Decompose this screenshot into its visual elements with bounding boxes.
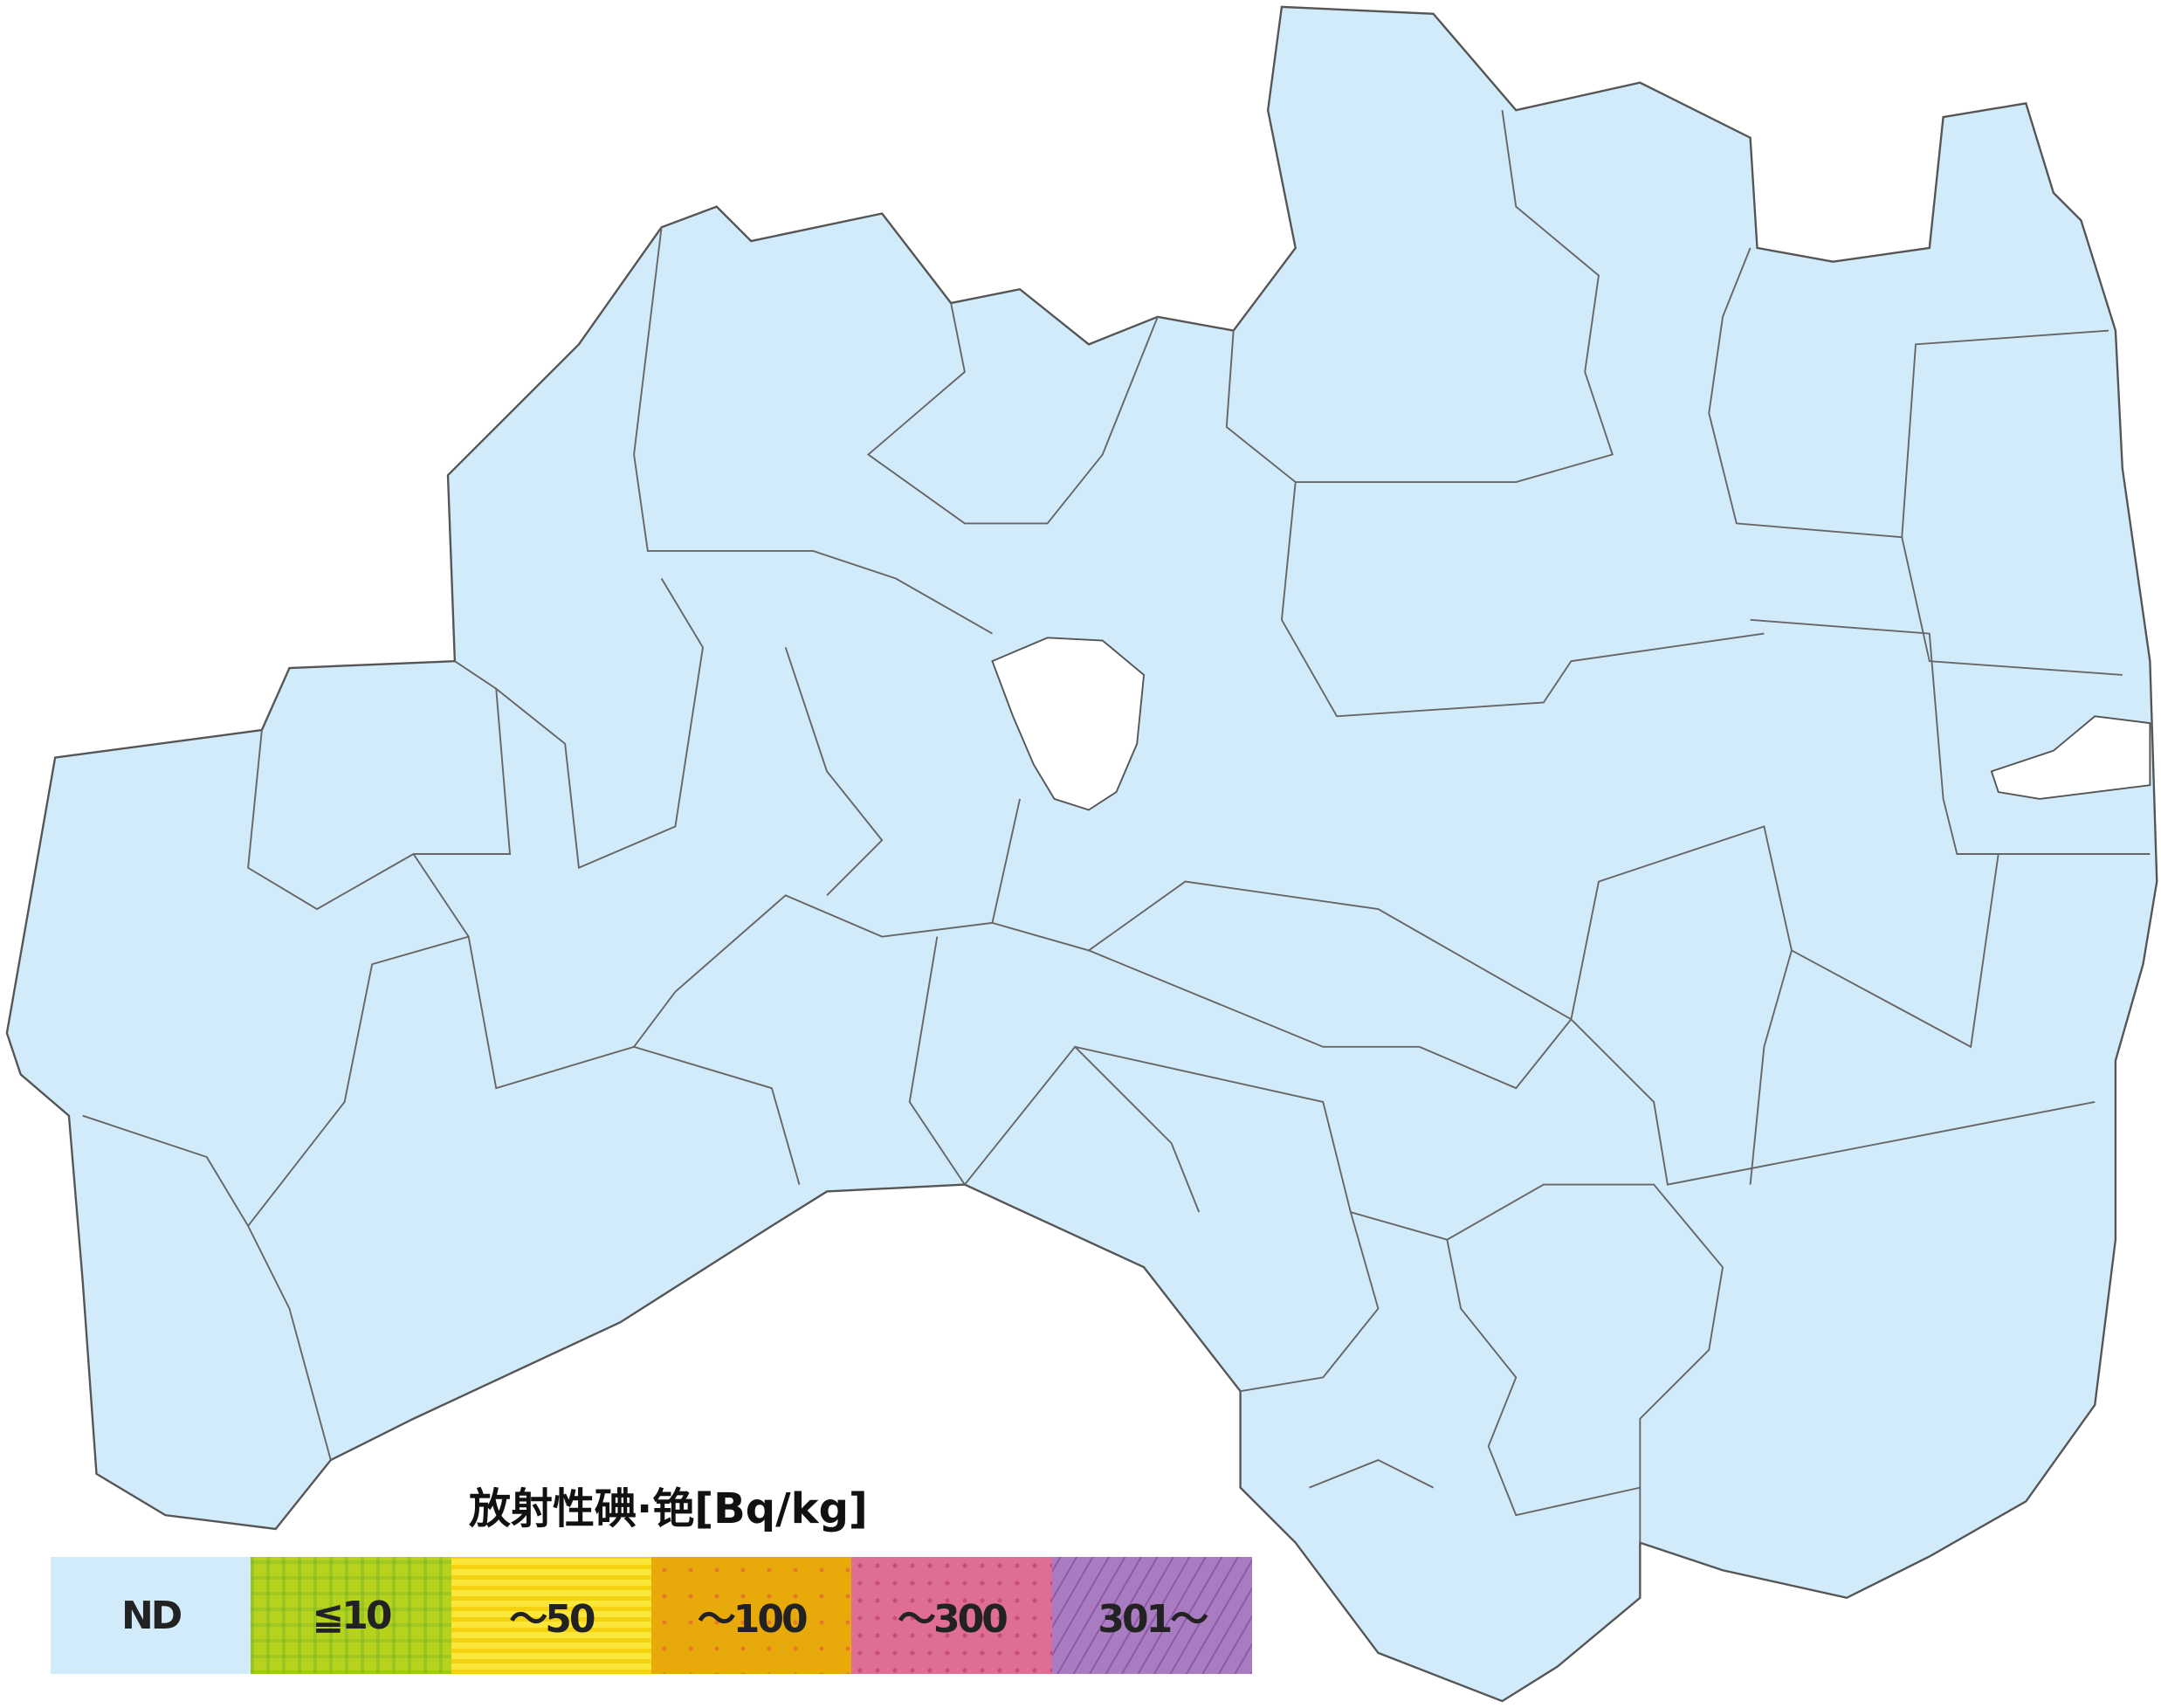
prefecture-outline (5, 5, 2158, 1703)
legend-item-100: ～100 (650, 1557, 852, 1674)
legend-item-301plus: 301～ (1051, 1557, 1252, 1674)
legend-item-300: ～300 (851, 1557, 1052, 1674)
legend: ND ≦10 ～50 ～100 ～300 301～ (51, 1557, 1252, 1674)
municipal-boundaries (82, 110, 2151, 1543)
white-area-east (1990, 715, 2151, 800)
legend-item-nd: ND (51, 1557, 251, 1674)
legend-item-50: ～50 (451, 1557, 651, 1674)
legend-title: 放射性碘·铯[Bq/kg] (469, 1484, 868, 1533)
legend-item-le10: ≦10 (251, 1557, 451, 1674)
lake-inawashiro (991, 637, 1146, 811)
